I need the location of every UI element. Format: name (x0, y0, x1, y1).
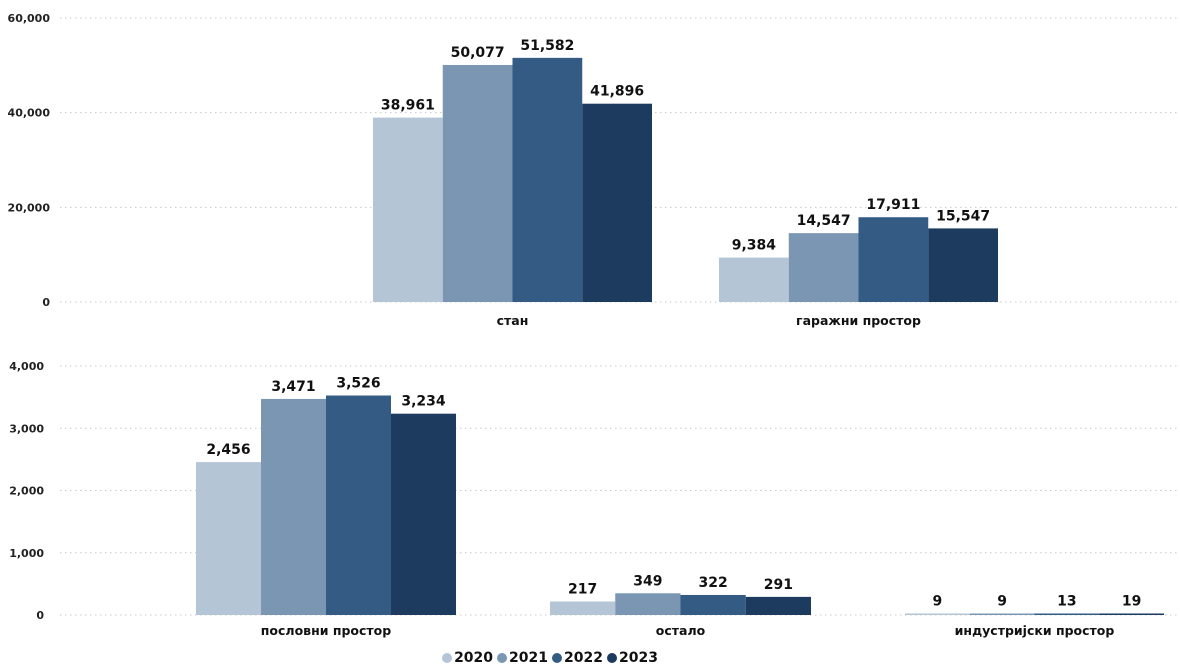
data-label-стан-2022: 51,582 (520, 38, 574, 54)
y-tick-label-top-0: 0 (42, 296, 50, 309)
data-label-индустријски-простор-2020: 9 (933, 594, 943, 610)
y-tick-label-bottom-2: 2,000 (9, 485, 44, 498)
bar-стан-2021 (442, 64, 513, 302)
bar-индустријски-простор-2021 (969, 613, 1035, 615)
legend-swatch-2023 (606, 653, 617, 663)
legend-label-2020: 2020 (454, 650, 494, 666)
data-label-остало-2020: 217 (568, 581, 597, 597)
bar-индустријски-простор-2023 (1099, 613, 1164, 615)
category-label-стан: стан (497, 313, 529, 328)
bar-стан-2023 (582, 103, 652, 303)
bar-пословни-простор-2020 (196, 462, 261, 615)
bar-индустријски-простор-2020 (905, 613, 970, 615)
data-label-индустријски-простор-2022: 13 (1057, 594, 1076, 610)
bar-гаражни-простор-2021 (788, 233, 859, 302)
bar-остало-2022 (680, 594, 746, 615)
category-label-пословни-простор: пословни простор (261, 623, 391, 638)
legend-swatch-2021 (497, 653, 508, 663)
legend-swatch-2022 (552, 653, 562, 663)
legend-label-2023: 2023 (618, 650, 658, 666)
data-label-остало-2022: 322 (699, 575, 728, 591)
data-label-гаражни-простор-2022: 17,911 (866, 197, 920, 213)
bar-гаражни-простор-2020 (719, 257, 789, 302)
legend-item-2022[interactable]: 2022 (552, 650, 603, 666)
data-label-индустријски-простор-2023: 19 (1122, 594, 1141, 610)
data-label-стан-2023: 41,896 (590, 84, 644, 100)
bar-стан-2020 (373, 117, 443, 303)
y-tick-label-top-1: 20,000 (8, 201, 51, 214)
legend-item-2020[interactable]: 2020 (442, 650, 493, 666)
category-label-остало: остало (656, 623, 706, 638)
data-label-пословни-простор-2022: 3,526 (336, 376, 380, 392)
data-label-пословни-простор-2021: 3,471 (271, 379, 315, 395)
data-label-гаражни-простор-2023: 15,547 (936, 208, 990, 224)
y-tick-label-bottom-3: 3,000 (9, 422, 44, 435)
data-label-пословни-простор-2020: 2,456 (206, 442, 250, 458)
bar-индустријски-простор-2022 (1034, 613, 1100, 615)
data-label-остало-2023: 291 (764, 577, 793, 593)
category-label-гаражни-простор: гаражни простор (796, 313, 921, 328)
bar-пословни-простор-2023 (391, 413, 456, 615)
bar-пословни-простор-2022 (326, 395, 391, 615)
bar-пословни-простор-2021 (261, 398, 326, 615)
data-label-остало-2021: 349 (633, 573, 662, 589)
y-tick-label-top-3: 60,000 (8, 12, 51, 25)
bar-остало-2023 (745, 596, 811, 615)
data-label-гаражни-простор-2020: 9,384 (732, 238, 777, 254)
legend-label-2021: 2021 (509, 650, 548, 666)
legend-swatch-2020 (442, 653, 453, 663)
bar-остало-2021 (615, 593, 681, 615)
bar-стан-2022 (512, 57, 583, 302)
legend-item-2021[interactable]: 2021 (497, 650, 548, 666)
legend: 2020 2021 2022 2023 (0, 650, 1100, 666)
legend-item-2023[interactable]: 2023 (606, 650, 658, 666)
legend-label-2022: 2022 (564, 650, 603, 666)
data-label-стан-2021: 50,077 (451, 45, 505, 61)
category-label-индустријски-простор: индустријски простор (955, 623, 1115, 638)
data-label-стан-2020: 38,961 (381, 98, 435, 114)
data-label-пословни-простор-2023: 3,234 (401, 394, 446, 410)
y-tick-label-bottom-1: 1,000 (9, 547, 44, 560)
y-tick-label-bottom-0: 0 (36, 609, 44, 622)
bar-остало-2020 (550, 601, 616, 615)
bar-гаражни-простор-2022 (858, 217, 929, 302)
data-label-индустријски-простор-2021: 9 (997, 594, 1007, 610)
bar-гаражни-простор-2023 (928, 228, 998, 302)
y-tick-label-bottom-4: 4,000 (9, 360, 44, 373)
y-tick-label-top-2: 40,000 (8, 107, 51, 120)
data-label-гаражни-простор-2021: 14,547 (797, 213, 851, 229)
